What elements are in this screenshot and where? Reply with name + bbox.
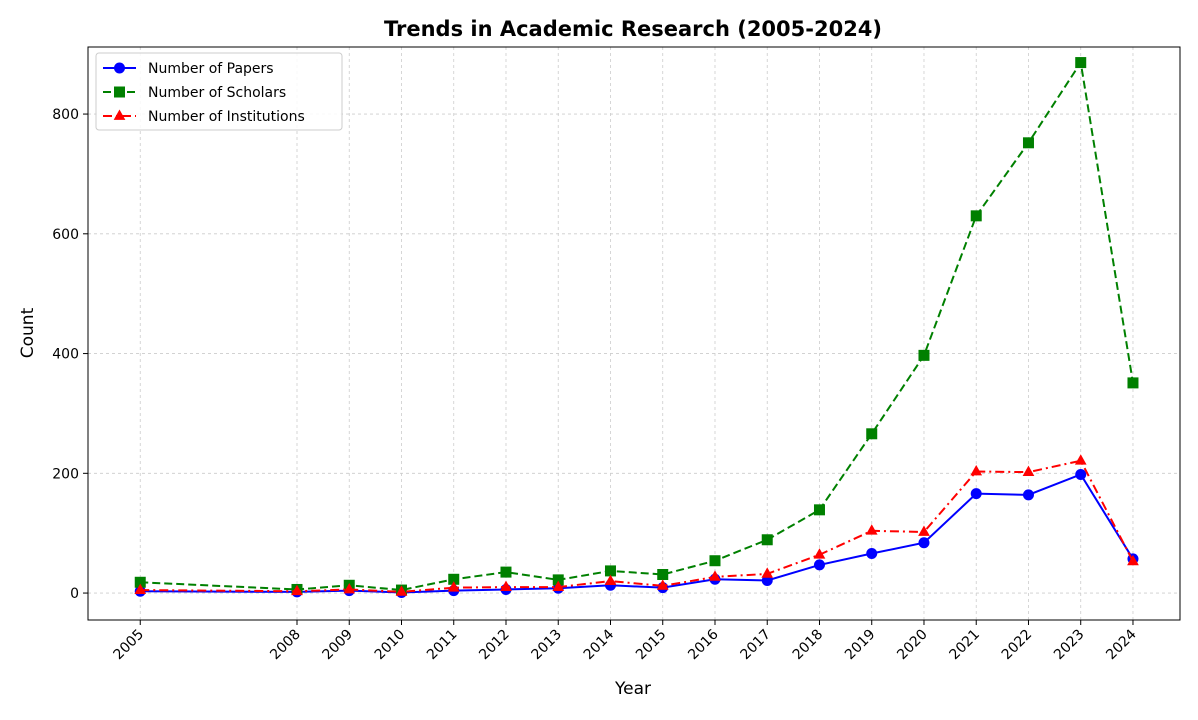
x-tick-label: 2019 — [842, 627, 879, 664]
data-point — [447, 581, 460, 592]
legend-marker — [114, 86, 125, 98]
data-point — [813, 548, 826, 559]
data-point — [1074, 454, 1087, 465]
series-number-of-scholars — [134, 57, 1139, 596]
data-point — [552, 574, 564, 586]
data-point — [813, 504, 825, 516]
x-tick-label: 2016 — [685, 626, 722, 663]
data-point — [500, 580, 512, 591]
data-point — [604, 565, 616, 577]
y-tick-label: 800 — [52, 107, 79, 123]
data-point — [657, 568, 669, 580]
x-tick-label: 2012 — [476, 627, 513, 664]
data-point — [866, 548, 878, 560]
legend-item: Number of Institutions — [103, 109, 305, 125]
data-point — [813, 559, 825, 571]
series-line — [140, 459, 1134, 593]
legend-label: Number of Scholars — [148, 85, 286, 101]
legend-label: Number of Institutions — [148, 109, 305, 125]
y-tick-label: 0 — [70, 586, 79, 602]
data-point — [604, 574, 617, 585]
data-point — [918, 349, 930, 361]
y-axis-label: Count — [18, 307, 38, 358]
plot-frame — [87, 46, 1181, 621]
legend: Number of Papers Number of Scholars Number… — [95, 52, 343, 131]
x-tick-label: 2024 — [1103, 626, 1140, 663]
data-point — [761, 534, 773, 546]
grid — [88, 47, 1180, 620]
data-point — [709, 570, 721, 581]
data-point — [918, 537, 930, 549]
x-tick-label: 2010 — [372, 627, 409, 664]
series-number-of-papers — [134, 469, 1139, 598]
data-point — [395, 585, 408, 596]
x-tick-label: 2011 — [424, 627, 461, 664]
data-point — [656, 579, 669, 590]
data-point — [1022, 489, 1034, 501]
x-tick-label: 2005 — [111, 627, 148, 664]
data-point — [448, 573, 460, 585]
legend-label: Number of Papers — [148, 61, 274, 77]
legend-marker — [114, 62, 125, 74]
y-tick-label: 200 — [52, 466, 79, 482]
y-axis: 0 200 400 600 800 — [52, 107, 88, 602]
x-tick-label: 2014 — [581, 626, 618, 663]
x-tick-label: 2018 — [790, 627, 827, 664]
x-tick-label: 2017 — [738, 627, 775, 664]
data-point — [918, 525, 930, 536]
data-point — [970, 465, 983, 476]
series-layer — [134, 57, 1139, 598]
x-tick-label: 2008 — [267, 627, 304, 664]
data-point — [552, 580, 565, 591]
x-tick-label: 2022 — [999, 627, 1036, 664]
legend-item: Number of Papers — [103, 61, 274, 77]
data-point — [865, 524, 878, 535]
data-point — [970, 210, 982, 222]
data-point — [761, 567, 774, 578]
data-point — [134, 576, 146, 588]
data-point — [500, 566, 512, 578]
series-line — [140, 473, 1134, 594]
x-axis: 2005 2008 2009 2010 2011 2012 2013 2014 2015 2016… — [111, 620, 1140, 663]
legend-box — [95, 52, 343, 131]
data-point — [1075, 57, 1087, 69]
data-point — [291, 584, 303, 596]
data-point — [970, 488, 982, 500]
data-point — [343, 582, 356, 594]
series-line — [140, 59, 1134, 592]
series-number-of-institutions — [134, 454, 1139, 596]
x-tick-label: 2020 — [894, 627, 931, 664]
data-point — [134, 583, 147, 594]
data-point — [1022, 465, 1035, 477]
legend-item: Number of Scholars — [103, 85, 286, 101]
data-point — [709, 555, 721, 567]
chart-title: Trends in Academic Research (2005-2024) — [384, 17, 882, 41]
x-tick-label: 2009 — [320, 627, 357, 664]
data-point — [1127, 554, 1139, 566]
x-axis-label: Year — [614, 679, 651, 699]
y-tick-label: 400 — [52, 347, 79, 363]
legend-marker — [113, 109, 126, 120]
data-point — [1127, 377, 1139, 389]
x-tick-label: 2021 — [947, 627, 984, 664]
x-tick-label: 2013 — [529, 627, 566, 664]
data-point — [1022, 137, 1034, 149]
y-tick-label: 600 — [52, 227, 79, 243]
data-point — [866, 428, 878, 440]
x-tick-label: 2015 — [633, 627, 670, 664]
data-point — [1075, 469, 1087, 481]
x-tick-label: 2023 — [1051, 627, 1088, 664]
